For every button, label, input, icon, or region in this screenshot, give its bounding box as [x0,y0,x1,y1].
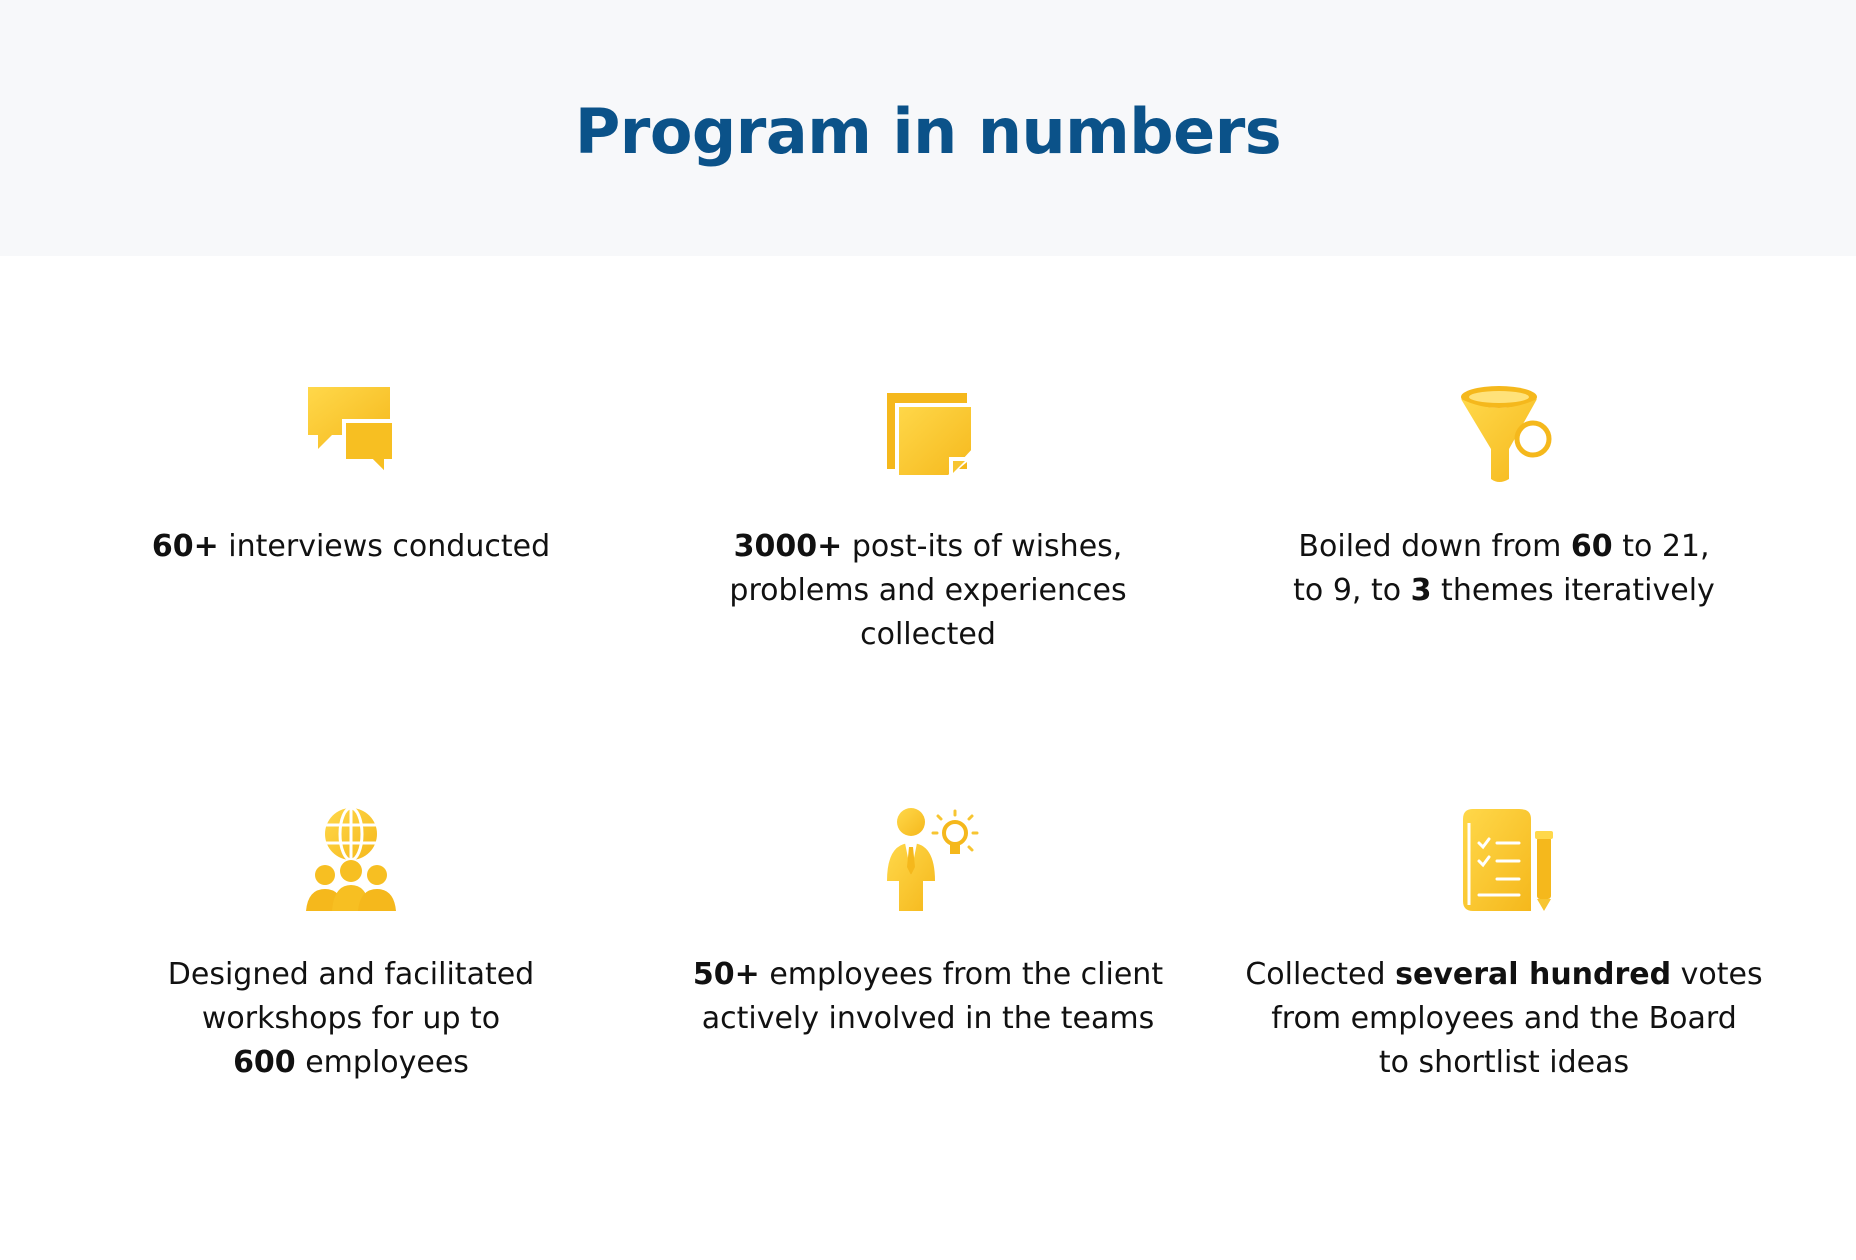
stat-line: workshops for up to [201,1001,501,1036]
stat-line: 600 employees [233,1045,469,1080]
chat-bubbles-icon [296,377,406,487]
stat-line: collected [860,617,996,652]
funnel-icon [1449,377,1559,487]
stat-text-postits: 3000+ post-its of wishes, problems and e… [648,525,1208,657]
sticky-notes-icon [873,377,983,487]
stat-line: 50+ employees from the client [692,957,1164,992]
header-band: Program in numbers [0,0,1856,256]
globe-group-icon [296,805,406,915]
stat-line: Designed and facilitated [167,957,535,992]
stat-line: actively involved in the teams [701,1001,1155,1036]
stat-text-themes: Boiled down from 60 to 21, to 9, to 3 th… [1224,525,1784,613]
stat-line: to 9, to 3 themes iteratively [1293,573,1715,608]
stat-line: problems and experiences [729,573,1127,608]
stat-line: 60+ interviews conducted [151,529,551,564]
stat-line: Collected several hundred votes [1245,957,1763,992]
stat-line: Boiled down from 60 to 21, [1298,529,1710,564]
stat-text-interviews: 60+ interviews conducted [71,525,631,569]
stat-text-employees: 50+ employees from the client actively i… [648,953,1208,1041]
checklist-pen-icon [1449,805,1559,915]
stat-text-votes: Collected several hundred votes from emp… [1224,953,1784,1085]
stat-line: 3000+ post-its of wishes, [733,529,1123,564]
stat-text-workshops: Designed and facilitated workshops for u… [71,953,631,1085]
person-idea-icon [873,805,983,915]
stat-line: from employees and the Board [1271,1001,1737,1036]
stat-line: to shortlist ideas [1378,1045,1630,1080]
page-title: Program in numbers [574,95,1282,168]
